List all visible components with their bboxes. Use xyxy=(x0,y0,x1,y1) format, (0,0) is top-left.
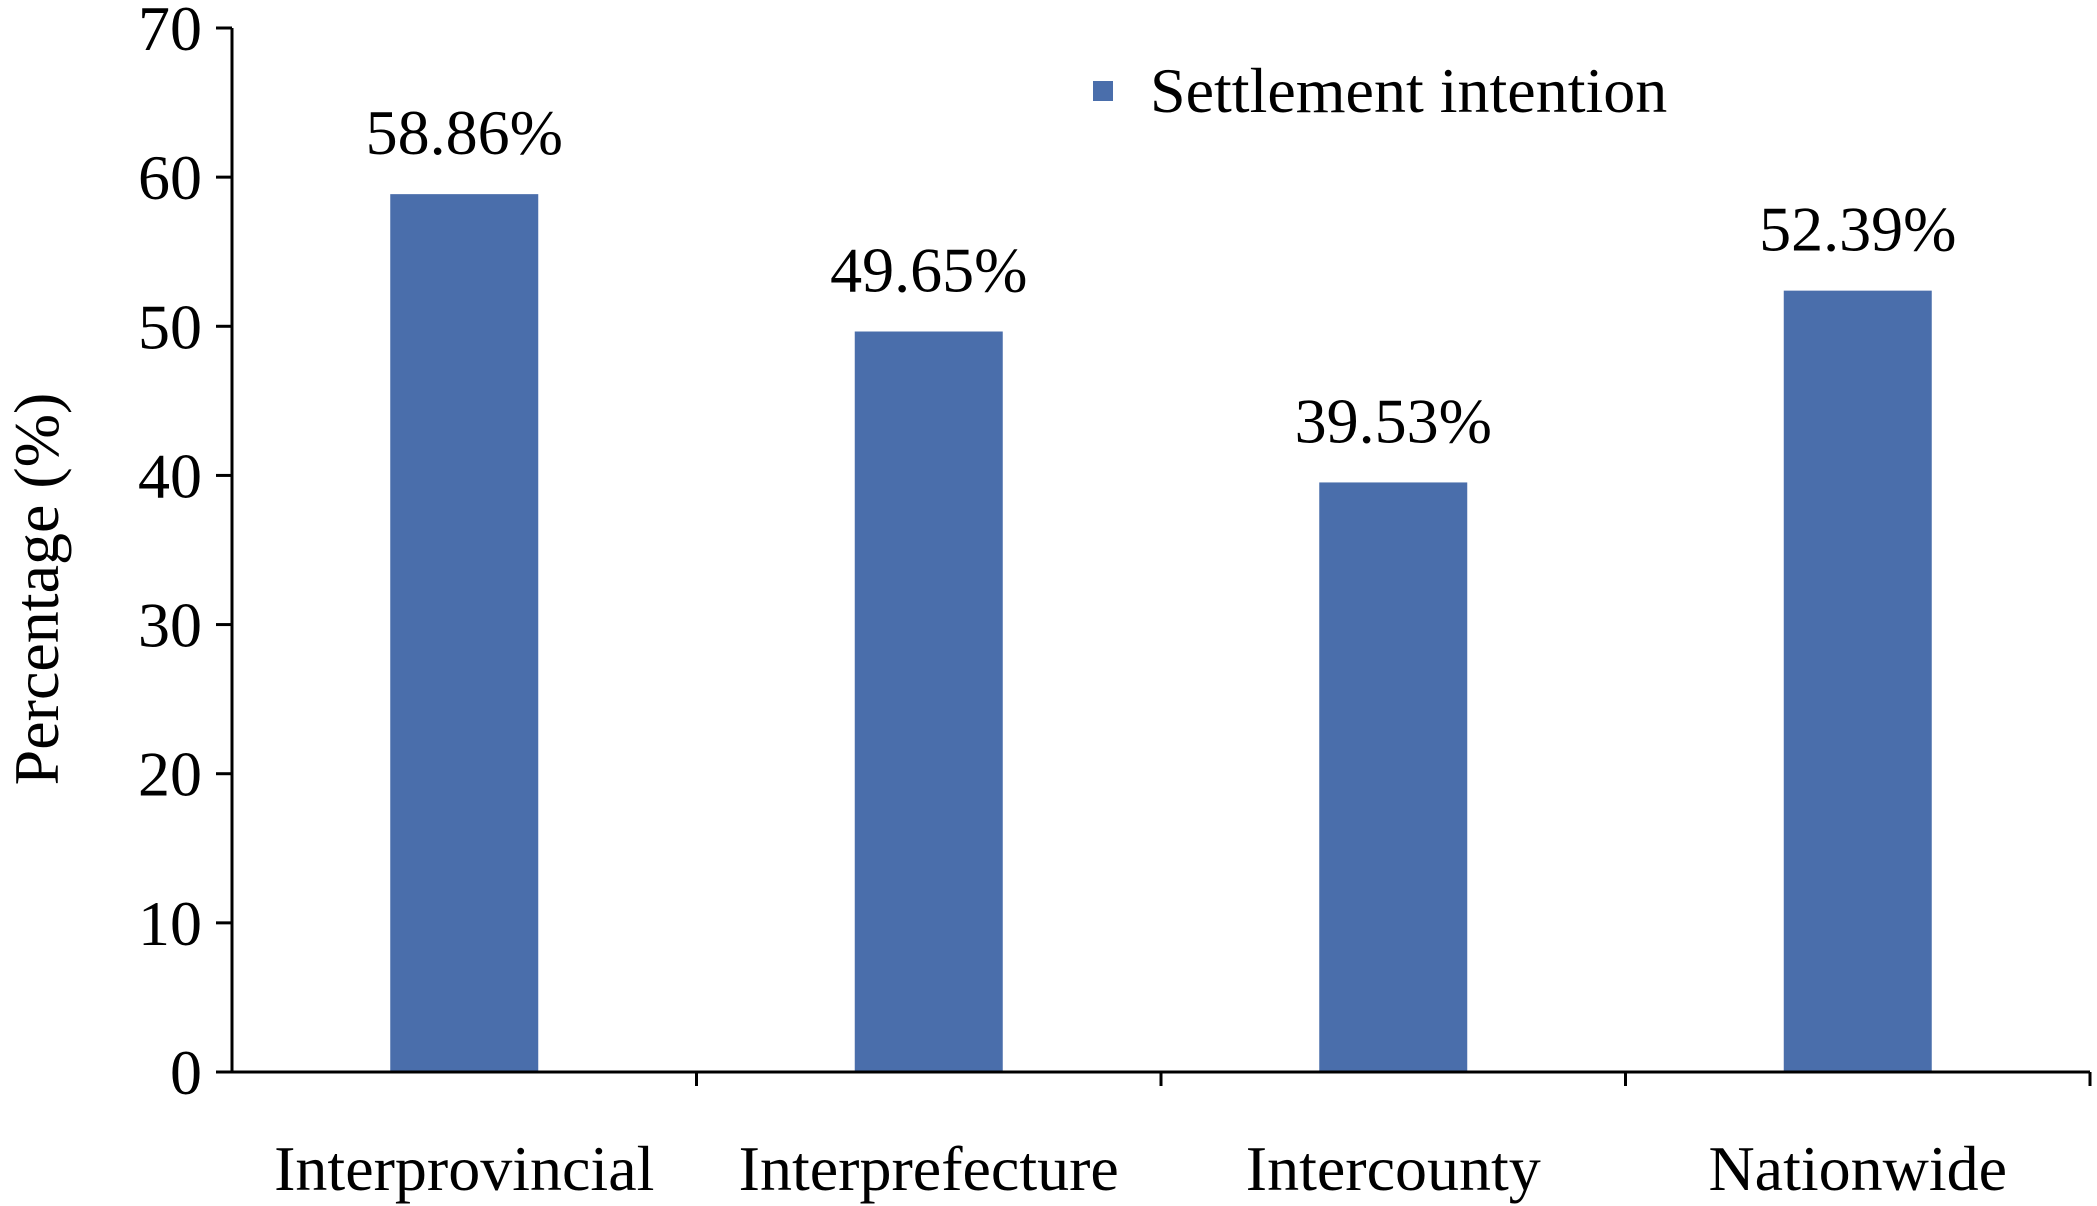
y-tick-label: 70 xyxy=(138,0,202,64)
bar xyxy=(854,331,1003,1072)
y-axis-title: Percentage (%) xyxy=(1,393,72,786)
x-tick-label: Intercounty xyxy=(1246,1133,1541,1204)
y-axis: 0 10 20 30 40 50 60 70 xyxy=(138,0,234,1108)
y-tick-label: 20 xyxy=(138,739,202,810)
x-tick-label: Interprefecture xyxy=(739,1133,1119,1204)
bar xyxy=(1319,482,1468,1072)
y-tick-label: 10 xyxy=(138,888,202,959)
y-tick-label: 30 xyxy=(138,590,202,661)
y-tick-label: 50 xyxy=(138,291,202,362)
x-tick-label: Interprovincial xyxy=(274,1133,654,1204)
bars-group: 58.86% 49.65% 39.53% 52.39% xyxy=(232,97,2090,1074)
bar xyxy=(390,194,539,1072)
data-label: 49.65% xyxy=(830,235,1027,306)
data-label: 52.39% xyxy=(1759,194,1956,265)
data-label: 58.86% xyxy=(366,97,563,168)
legend: Settlement intention xyxy=(1093,55,1667,126)
legend-label: Settlement intention xyxy=(1150,55,1667,126)
y-tick-label: 40 xyxy=(138,440,202,511)
data-label: 39.53% xyxy=(1295,385,1492,456)
x-tick-label: Nationwide xyxy=(1708,1133,2007,1204)
bar xyxy=(1783,290,1932,1072)
legend-swatch xyxy=(1093,81,1113,101)
x-axis: Interprovincial Interprefecture Intercount… xyxy=(232,1070,2092,1204)
y-tick-label: 0 xyxy=(170,1037,202,1108)
y-tick-label: 60 xyxy=(138,142,202,213)
